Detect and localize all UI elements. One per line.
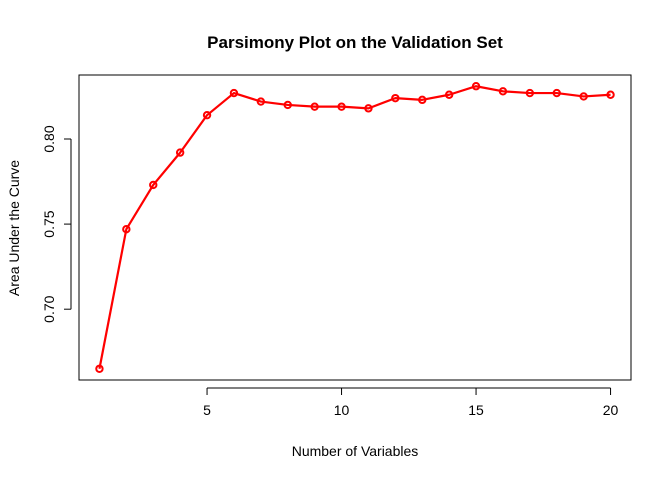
data-point <box>122 225 131 234</box>
x-tick-label: 10 <box>334 402 350 418</box>
data-point <box>175 148 185 157</box>
data-point <box>471 82 481 91</box>
y-axis: 0.70 0.75 0.80 <box>41 125 72 323</box>
plot-frame <box>78 74 632 381</box>
data-point <box>95 364 104 373</box>
auc-series <box>95 82 615 373</box>
auc-line <box>98 85 611 369</box>
data-point <box>391 93 400 103</box>
data-point <box>444 90 454 99</box>
y-tick-label: 0.70 <box>41 295 57 322</box>
y-tick-label: 0.80 <box>41 125 57 152</box>
data-point <box>256 97 266 106</box>
data-point <box>202 110 212 120</box>
data-point <box>310 102 319 111</box>
data-point <box>552 88 561 98</box>
data-point <box>498 87 508 96</box>
x-axis: 5 10 15 20 <box>203 387 619 418</box>
data-point <box>229 88 239 98</box>
chart-title: Parsimony Plot on the Validation Set <box>207 33 503 52</box>
data-point <box>579 92 588 101</box>
x-tick-label: 15 <box>468 402 484 418</box>
data-point <box>337 102 346 111</box>
y-axis-label: Area Under the Curve <box>6 160 22 296</box>
x-axis-label: Number of Variables <box>292 443 419 459</box>
data-point <box>525 88 535 98</box>
data-point <box>364 104 373 113</box>
data-point <box>606 90 615 99</box>
x-tick-label: 20 <box>603 402 619 418</box>
x-tick-label: 5 <box>203 402 211 418</box>
data-point <box>149 180 158 190</box>
y-tick-label: 0.75 <box>41 210 57 237</box>
data-point <box>283 100 292 110</box>
data-point <box>418 95 427 105</box>
